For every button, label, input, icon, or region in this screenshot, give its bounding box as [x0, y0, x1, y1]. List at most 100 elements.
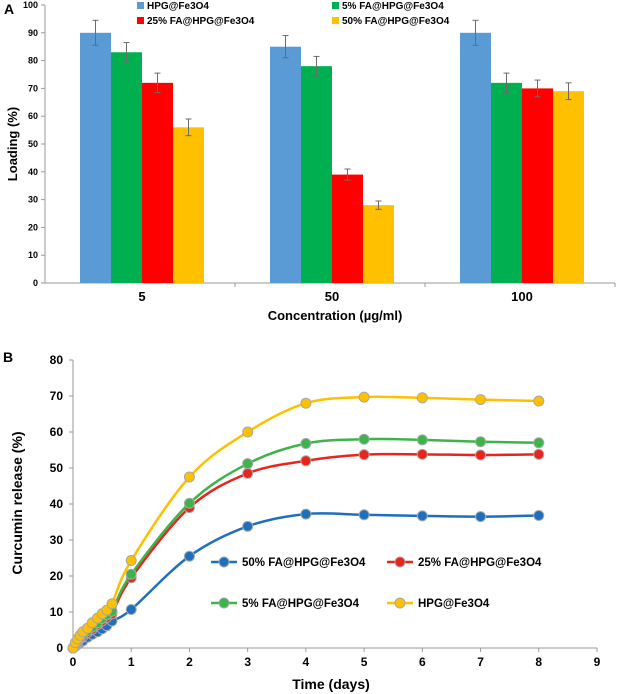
- panel-b-x-tick-label: 0: [70, 655, 77, 669]
- panel-b-series-line: [72, 452, 539, 649]
- panel-b-data-point: [242, 467, 254, 479]
- panel-a-legend-label: 50% FA@HPG@Fe3O4: [342, 16, 450, 27]
- panel-a-y-tick-label: 20: [28, 222, 38, 232]
- panel-b-x-tick-label: 4: [303, 655, 310, 669]
- panel-b-data-point: [475, 394, 487, 406]
- panel-a-bar: [332, 174, 363, 283]
- panel-b-x-tick-label: 1: [128, 655, 135, 669]
- panel-b-data-point: [300, 397, 312, 409]
- panel-b-data-point: [125, 568, 137, 580]
- panel-b-data-point: [183, 471, 195, 483]
- panel-b-y-tick-label: 40: [50, 497, 64, 511]
- panel-a-y-tick-label: 50: [28, 139, 38, 149]
- panel-b-data-point: [533, 448, 545, 460]
- panel-b-legend-label: HPG@Fe3O4: [418, 598, 490, 610]
- panel-a-y-tick-label: 10: [28, 250, 38, 260]
- panel-b-label: B: [3, 349, 13, 365]
- panel-b-data-point: [358, 433, 370, 445]
- panel-b-data-point: [242, 458, 254, 470]
- panel-b-legend: 50% FA@HPG@Fe3O4 25% FA@HPG@Fe3O4 5% FA@HP…: [211, 556, 542, 610]
- panel-b-data-point: [358, 391, 370, 403]
- panel-b-data-point: [106, 598, 118, 610]
- panel-a-x-tick-label: 50: [325, 289, 339, 304]
- panel-b-data-point: [533, 437, 545, 449]
- panel-a-label: A: [4, 1, 14, 17]
- panel-b-data-point: [533, 395, 545, 407]
- panel-b-line-chart: B 0 10 20 30 40 50 60 70 80 0 1 2 3 4 5 6 7 8 9 50% FA@HPG…: [3, 349, 601, 692]
- panel-a-bar: [173, 127, 204, 283]
- panel-b-data-point: [183, 550, 195, 562]
- panel-b-data-point: [242, 426, 254, 438]
- panel-a-bar: [363, 205, 394, 283]
- panel-a-bar: [80, 32, 111, 283]
- panel-b-legend-label: 50% FA@HPG@Fe3O4: [242, 557, 366, 569]
- panel-b-y-tick-label: 0: [56, 641, 63, 655]
- panel-b-x-axis-label: Time (days): [292, 676, 370, 692]
- panel-b-y-axis-label: Curcumin release (%): [9, 431, 25, 574]
- panel-a-bar: [270, 46, 301, 284]
- panel-b-x-tick-label: 8: [535, 655, 542, 669]
- panel-a-bar: [142, 82, 173, 283]
- panel-b-series: [67, 391, 545, 654]
- panel-b-data-point: [358, 509, 370, 521]
- panel-a-bar: [301, 66, 332, 283]
- panel-b-data-point: [416, 448, 428, 460]
- panel-a-legend-swatch: [332, 2, 339, 9]
- panel-b-y-tick-label: 20: [50, 569, 64, 583]
- panel-b-x-tick-label: 6: [419, 655, 426, 669]
- panel-b-data-point: [242, 520, 254, 532]
- panel-a-y-tick-label: 90: [28, 28, 38, 38]
- panel-b-x-tick-label: 7: [477, 655, 484, 669]
- panel-b-data-point: [125, 603, 137, 615]
- panel-b-legend-marker: [218, 556, 230, 568]
- panel-b-data-point: [125, 555, 137, 567]
- panel-b-legend-marker: [394, 597, 406, 609]
- panel-b-y-tick-label: 50: [50, 461, 64, 475]
- panel-b-x-tick-label: 3: [244, 655, 251, 669]
- panel-a-y-tick-label: 80: [28, 56, 38, 66]
- panel-a-bar: [491, 82, 522, 283]
- panel-b-data-point: [183, 497, 195, 509]
- panel-b-y-tick-label: 80: [50, 353, 64, 367]
- panel-b-data-point: [416, 510, 428, 522]
- panel-a-y-tick-label: 70: [28, 83, 38, 93]
- panel-b-legend-marker: [394, 556, 406, 568]
- panel-a-y-axis-label: Loading (%): [5, 107, 20, 181]
- panel-a-y-tick-label: 60: [28, 111, 38, 121]
- panel-a-bar: [460, 32, 491, 283]
- panel-a-bar: [111, 52, 142, 284]
- panel-a-y-tick-label: 40: [28, 167, 38, 177]
- panel-b-x-tick-label: 2: [186, 655, 193, 669]
- panel-a-legend-label: 25% FA@HPG@Fe3O4: [147, 16, 255, 27]
- panel-b-y-tick-label: 60: [50, 425, 64, 439]
- panel-a-legend-label: 5% FA@HPG@Fe3O4: [342, 1, 444, 12]
- panel-a-legend-swatch: [137, 2, 144, 9]
- panel-a-bars: [80, 19, 584, 284]
- panel-b-y-tick-label: 70: [50, 389, 64, 403]
- panel-b-data-point: [416, 434, 428, 446]
- panel-b-series-line: [71, 395, 539, 649]
- panel-a-bar: [553, 91, 584, 284]
- panel-a-legend: HPG@Fe3O4 5% FA@HPG@Fe3O4 25% FA@HPG@Fe3O4…: [137, 1, 450, 27]
- panel-b-data-point: [475, 511, 487, 523]
- panel-a-x-tick-label: 5: [138, 289, 145, 304]
- panel-b-data-point: [475, 436, 487, 448]
- panel-b-legend-label: 25% FA@HPG@Fe3O4: [418, 557, 542, 569]
- panel-a-x-axis-label: Concentration (µg/ml): [268, 308, 403, 323]
- panel-b-x-tick-label: 9: [594, 655, 601, 669]
- panel-a-bar: [522, 88, 553, 284]
- panel-b-y-tick-label: 10: [50, 605, 64, 619]
- panel-b-data-point: [533, 510, 545, 522]
- panel-b-legend-label: 5% FA@HPG@Fe3O4: [242, 598, 360, 610]
- panel-b-data-point: [300, 438, 312, 450]
- panel-a-bar-chart: A 0 10 20 30 40 50 60 70 80 90 100 5 50 100 HPG@Fe3O4…: [4, 0, 616, 323]
- panel-b-data-point: [300, 455, 312, 467]
- panel-b-data-point: [416, 392, 428, 404]
- panel-b-data-point: [358, 449, 370, 461]
- panel-b-y-tick-label: 30: [50, 533, 64, 547]
- panel-b-legend-marker: [218, 597, 230, 609]
- panel-b-data-point: [475, 449, 487, 461]
- panel-a-y-tick-label: 100: [23, 0, 38, 10]
- panel-b-x-tick-label: 5: [361, 655, 368, 669]
